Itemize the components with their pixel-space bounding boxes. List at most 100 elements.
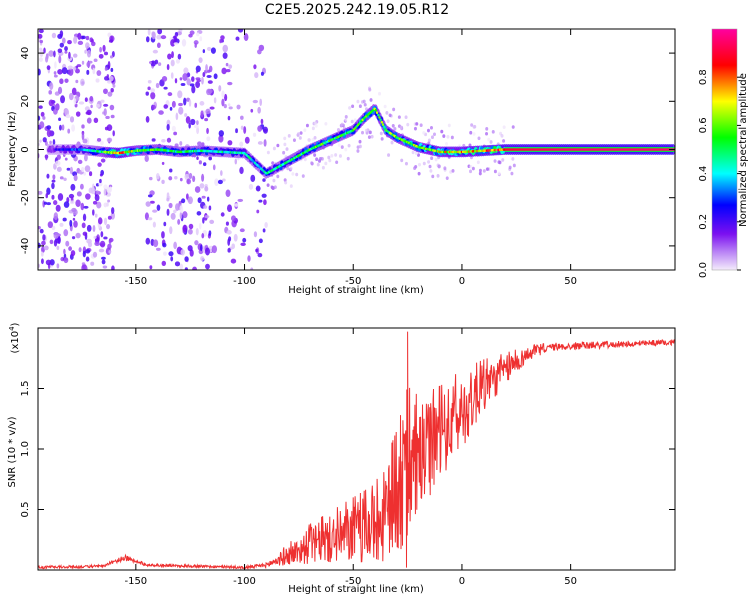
spectrogram-noise-cell: [69, 166, 74, 175]
spectrogram-noise-cell: [77, 32, 82, 40]
spectrogram-noise-cell: [100, 158, 106, 163]
spectrogram-noise-cell: [224, 93, 228, 102]
spectrogram-noise-cell: [175, 58, 180, 64]
spectrogram-noise-cell: [379, 131, 383, 136]
spectrogram-noise-cell: [250, 267, 254, 270]
spectrogram-noise-cell: [179, 205, 184, 213]
spectrogram-noise-cell: [196, 79, 201, 83]
spectrogram-noise-cell: [149, 61, 152, 65]
spectrogram-noise-cell: [393, 127, 397, 131]
spectrogram-noise-cell: [161, 260, 167, 266]
spectrogram-noise-cell: [243, 33, 249, 42]
spectrogram-noise-cell: [227, 248, 231, 253]
spectrogram-noise-cell: [52, 174, 56, 180]
spectrogram-noise-cell: [221, 98, 225, 107]
spectrogram-noise-cell: [177, 53, 182, 60]
spectrogram-noise-cell: [40, 251, 44, 257]
spectrogram-x-axis-label: Height of straight line (km): [288, 285, 424, 296]
spectrogram-noise-cell: [362, 99, 366, 104]
spectrogram-noise-cell: [112, 130, 115, 137]
colorbar-gradient: [712, 29, 737, 270]
spectrogram-noise-cell: [399, 125, 403, 130]
spectrogram-noise-cell: [262, 178, 266, 182]
spectrogram-noise-cell: [99, 173, 103, 177]
spectrogram-noise-cell: [43, 47, 46, 54]
spectrogram-noise-cell: [255, 185, 261, 192]
spectrogram-y-ticks: -40 -20 0 20 40: [20, 47, 675, 254]
spectrogram-noise-cell: [264, 222, 268, 229]
spectrogram-noise-cell: [210, 47, 216, 54]
spectrogram-noise-cell: [240, 242, 246, 246]
spectrogram-noise-cell: [38, 29, 44, 34]
spectrogram-noise-cell: [92, 225, 96, 232]
spectrogram-noise-cell: [225, 62, 229, 67]
spectrogram-noise-cell: [65, 114, 71, 119]
spectrogram-noise-cell: [60, 95, 66, 104]
spectrogram-noise-cell: [183, 97, 187, 106]
spectrogram-noise-cell: [39, 39, 44, 44]
spectrogram-noise-cell: [51, 179, 56, 183]
spectrogram-noise-cell: [38, 242, 41, 249]
spectrogram-noise-cell: [49, 239, 54, 245]
spectrogram-noise-cell: [147, 86, 151, 91]
spectrogram-noise-cell: [340, 122, 344, 127]
spectrogram-noise-cell: [38, 33, 43, 39]
spectrogram-noise-cell: [63, 248, 66, 255]
spectrogram-noise-cell: [194, 186, 201, 193]
spectrogram-noise-cell: [148, 176, 153, 181]
spectrogram-noise-cell: [239, 228, 245, 233]
spectrogram-noise-cell: [313, 153, 317, 157]
spectrogram-noise-cell: [272, 146, 276, 151]
spectrogram-noise-cell: [173, 209, 177, 214]
spectrogram-noise-cell: [190, 118, 196, 126]
spectrogram-noise-cell: [110, 88, 114, 93]
spectrogram-noise-cell: [179, 211, 183, 219]
spectrogram-noise-cell: [208, 205, 212, 211]
spectrogram-noise-cell: [57, 193, 64, 201]
spectrogram-noise-cell: [107, 215, 112, 220]
spectrogram-noise-cell: [367, 135, 371, 139]
spectrogram-noise-cell: [62, 217, 67, 222]
spectrogram-noise-cell: [48, 50, 54, 57]
spectrogram-noise-cell: [205, 247, 210, 256]
spectrogram-noise-cell: [358, 104, 362, 108]
spectrogram-noise-cell: [111, 207, 115, 215]
spectrogram-noise-cell: [151, 31, 156, 40]
spectrogram-noise-cell: [180, 83, 186, 86]
snr-y-ticks: 0.5 1.0 1.5: [20, 381, 675, 517]
spectrogram-noise-cell: [56, 154, 61, 160]
spectrogram-noise-cell: [189, 83, 195, 87]
snr-y-tick-label: 1.0: [20, 441, 31, 457]
spectrogram-noise-cell: [153, 239, 159, 248]
spectrogram-noise-cell: [469, 169, 473, 174]
spectrogram-noise-cell: [185, 116, 191, 124]
spectrogram-heatmap: [38, 29, 675, 270]
spectrogram-noise-cell: [109, 76, 114, 82]
spectrogram-noise-cell: [419, 123, 423, 128]
spectrogram-noise-cell: [70, 183, 76, 191]
spectrogram-noise-cell: [478, 171, 482, 176]
spectrogram-noise-cell: [252, 132, 257, 137]
spectrogram-noise-cell: [413, 166, 417, 170]
spectrogram-noise-cell: [228, 106, 233, 110]
spectrogram-noise-cell: [174, 176, 178, 180]
spectrogram-noise-cell: [260, 118, 264, 125]
spectrogram-noise-cell: [250, 174, 256, 183]
spectrogram-noise-cell: [196, 120, 199, 126]
spectrogram-noise-cell: [63, 229, 69, 237]
spectrogram-noise-cell: [151, 138, 156, 142]
spectrogram-noise-cell: [271, 186, 275, 191]
spectrogram-noise-cell: [38, 68, 41, 76]
spectrogram-noise-cell: [184, 113, 188, 118]
spectrogram-noise-cell: [511, 157, 515, 161]
spectrogram-noise-cell: [38, 225, 41, 230]
spectrogram-noise-cell: [201, 195, 206, 199]
spectrogram-noise-cell: [100, 140, 104, 146]
spectrogram-noise-cell: [154, 59, 159, 65]
spectrogram-noise-cell: [390, 140, 394, 145]
spectrogram-noise-cell: [386, 119, 390, 124]
spectrogram-noise-cell: [422, 131, 426, 135]
spectrogram-noise-cell: [328, 158, 332, 163]
spectrogram-noise-cell: [202, 49, 206, 54]
spectrogram-noise-cell: [71, 207, 77, 213]
